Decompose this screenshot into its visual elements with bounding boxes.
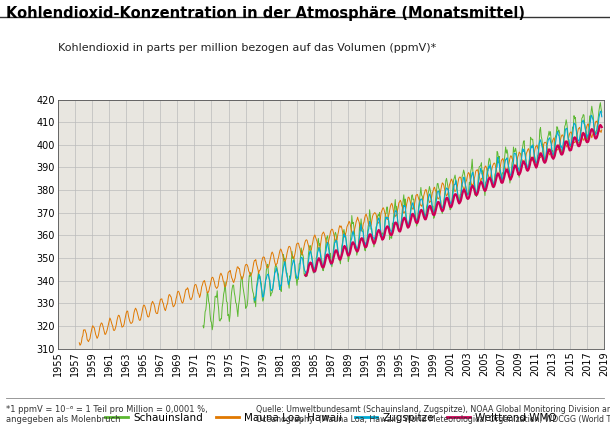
Text: Kohlendioxid-Konzentration in der Atmosphäre (Monatsmittel): Kohlendioxid-Konzentration in der Atmosp…: [6, 6, 525, 22]
Legend: Schauinsland, Mauna Loa, Hawaii, Zugspitze, Welttrend WMO: Schauinsland, Mauna Loa, Hawaii, Zugspit…: [101, 409, 561, 427]
Text: Quelle: Umweltbundesamt (Schauinsland, Zugspitze), NOAA Global Monitoring Divisi: Quelle: Umweltbundesamt (Schauinsland, Z…: [256, 405, 610, 424]
Text: Kohlendioxid in parts per million bezogen auf das Volumen (ppmV)*: Kohlendioxid in parts per million bezoge…: [58, 43, 436, 53]
Text: *1 ppmV = 10⁻⁶ = 1 Teil pro Million = 0,0001 %,
angegeben als Molenbruch: *1 ppmV = 10⁻⁶ = 1 Teil pro Million = 0,…: [6, 405, 208, 424]
